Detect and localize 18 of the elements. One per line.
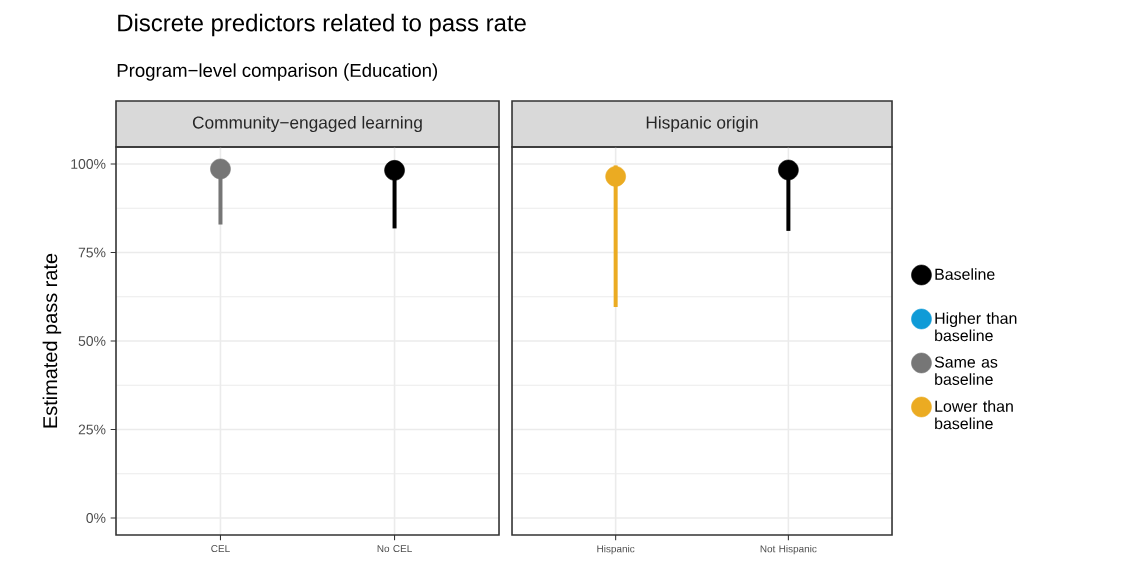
y-tick-label: 100% <box>71 159 106 169</box>
x-tick-label: Not Hispanic <box>760 545 817 555</box>
y-tick-label: 0% <box>86 513 106 523</box>
y-tick-label: 25% <box>78 424 106 435</box>
y-axis-title: Estimated pass rate <box>42 253 62 428</box>
legend-label: Baseline <box>935 268 995 280</box>
legend-label: Same as baseline <box>934 356 998 385</box>
x-tick-label: No CEL <box>377 545 412 553</box>
chart-title: Hispanic origin <box>646 115 758 133</box>
legend-label: Lower than baseline <box>935 400 1013 430</box>
legend-label: Higher than baseline <box>935 312 1017 342</box>
y-tick-label: 75% <box>78 247 106 258</box>
x-tick-label: CEL <box>211 545 230 553</box>
x-tick-label: Hispanic <box>597 545 635 555</box>
chart-title: Community−engaged learning <box>192 115 422 133</box>
text: Discrete predictors related to pass rate <box>118 13 526 37</box>
text: Program−level comparison (Education) <box>117 63 438 81</box>
y-tick-label: 50% <box>78 336 106 346</box>
